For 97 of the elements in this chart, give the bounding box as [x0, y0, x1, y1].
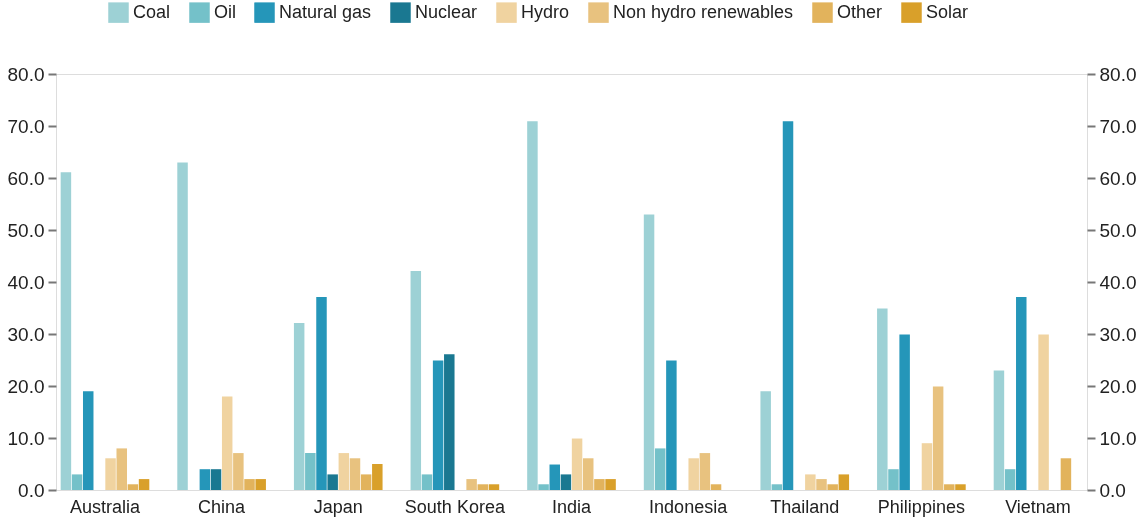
bar — [560, 474, 572, 490]
bar — [116, 448, 127, 490]
bar — [488, 484, 500, 490]
bar — [105, 458, 116, 490]
bar — [571, 438, 583, 490]
y-tick-label: 20.0 — [7, 375, 45, 397]
bar — [360, 474, 372, 490]
bar — [888, 469, 899, 490]
y2-tick-label: 50.0 — [1099, 219, 1137, 241]
y2-tick-label: 30.0 — [1099, 323, 1137, 345]
legend-label: Solar — [926, 1, 969, 22]
x-tick-label: India — [551, 496, 592, 517]
y2-tick-label: 40.0 — [1099, 271, 1137, 293]
bar — [899, 334, 910, 490]
legend-label: Other — [837, 1, 883, 22]
y-tick-label: 30.0 — [7, 323, 45, 345]
bar — [316, 297, 327, 490]
bar — [921, 443, 933, 490]
x-tick-label: Thailand — [770, 496, 840, 517]
bar — [654, 448, 666, 490]
bar — [338, 453, 350, 490]
bar — [444, 354, 455, 490]
bar — [466, 479, 477, 490]
y2-tick-label: 0.0 — [1099, 479, 1126, 501]
x-tick-label: South Korea — [404, 496, 506, 517]
y-tick-label: 50.0 — [7, 219, 45, 241]
bar — [643, 214, 655, 490]
bar — [372, 464, 383, 490]
bar — [127, 484, 139, 490]
x-tick-label: Vietnam — [1005, 496, 1071, 517]
bar — [221, 396, 233, 490]
bar — [760, 391, 771, 490]
bar — [177, 162, 188, 490]
bar — [993, 370, 1005, 490]
y2-tick-label: 60.0 — [1099, 167, 1137, 189]
y-tick-label: 40.0 — [7, 271, 45, 293]
bar — [877, 308, 888, 490]
x-tick-label: China — [198, 496, 247, 517]
y2-tick-label: 10.0 — [1099, 427, 1137, 449]
bar — [432, 360, 444, 490]
y-tick-label: 70.0 — [7, 115, 45, 137]
bar — [688, 458, 699, 490]
bar — [1060, 458, 1072, 490]
legend-label: Natural gas — [279, 1, 372, 22]
bar — [605, 479, 616, 490]
bar — [838, 474, 850, 490]
bar — [293, 323, 305, 490]
bar — [932, 386, 944, 490]
y2-tick-label: 20.0 — [1099, 375, 1137, 397]
y-tick-label: 60.0 — [7, 167, 45, 189]
bar — [771, 484, 783, 490]
bar — [327, 474, 338, 490]
bar — [710, 484, 722, 490]
bar — [527, 121, 538, 490]
bar — [549, 464, 560, 490]
y2-tick-label: 80.0 — [1099, 63, 1137, 85]
bar — [538, 484, 549, 490]
legend-label: Hydro — [521, 1, 570, 22]
bar — [1038, 334, 1049, 490]
bar — [349, 458, 361, 490]
legend-label: Coal — [133, 1, 171, 22]
bar — [421, 474, 433, 490]
x-tick-label: Australia — [69, 496, 141, 517]
bar — [944, 484, 955, 490]
bar — [71, 474, 83, 490]
bar — [583, 458, 594, 490]
y-tick-label: 80.0 — [7, 63, 45, 85]
bar — [60, 172, 72, 490]
legend-label: Nuclear — [415, 1, 478, 22]
bar — [255, 479, 266, 490]
x-tick-label: Japan — [313, 496, 363, 517]
bar — [199, 469, 211, 490]
bar — [782, 121, 794, 490]
y-tick-label: 10.0 — [7, 427, 45, 449]
legend-label: Oil — [214, 1, 236, 22]
bar — [666, 360, 677, 490]
bar — [233, 453, 244, 490]
x-tick-label: Philippines — [877, 496, 965, 517]
legend-label: Non hydro renewables — [613, 1, 794, 22]
bar — [138, 479, 150, 490]
y2-tick-label: 70.0 — [1099, 115, 1137, 137]
bar — [82, 391, 94, 490]
bar — [955, 484, 966, 490]
bar — [477, 484, 489, 490]
bar — [805, 474, 816, 490]
bar — [210, 469, 222, 490]
bar — [816, 479, 827, 490]
bar — [1004, 469, 1016, 490]
bar — [244, 479, 255, 490]
bar — [1016, 297, 1027, 490]
bar — [827, 484, 838, 490]
bar — [410, 271, 422, 490]
bar — [594, 479, 605, 490]
y-tick-label: 0.0 — [18, 479, 45, 501]
bar — [305, 453, 316, 490]
bar — [699, 453, 711, 490]
x-tick-label: Indonesia — [649, 496, 729, 517]
